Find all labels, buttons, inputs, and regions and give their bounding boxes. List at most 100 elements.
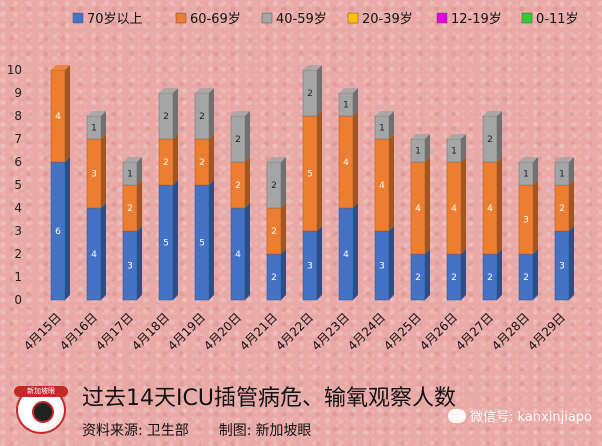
bar-segment-side (533, 180, 538, 254)
bar-segment-side (245, 203, 250, 300)
bar-segment-side (101, 203, 106, 300)
bar-stack: 3 2 1 (554, 157, 574, 301)
bar-top-face (51, 65, 70, 70)
legend-swatch (175, 12, 187, 24)
x-tick-label: 4月24日 (345, 310, 388, 353)
data-label: 3 (379, 262, 385, 272)
data-label: 2 (235, 135, 241, 145)
data-label: 5 (199, 239, 205, 249)
bar-segment-side (353, 111, 358, 208)
bar-stack: 4 3 1 (86, 111, 106, 301)
logo-eye-icon (32, 401, 54, 423)
legend-label: 12-19岁 (451, 12, 502, 27)
bar-top-face (375, 111, 394, 116)
bar-segment-side (353, 88, 358, 116)
watermark-text: 微信号: kanxinjiapo (470, 410, 592, 425)
bar-segment-side (137, 180, 142, 231)
data-label: 5 (163, 239, 169, 249)
bar-segment-side (461, 249, 466, 300)
bar-segment-side (65, 65, 70, 162)
data-label: 2 (451, 273, 457, 283)
x-tick-label: 4月19日 (165, 310, 208, 353)
data-label: 3 (127, 262, 133, 272)
bar-segment-side (173, 88, 178, 139)
bar-segment-side (533, 157, 538, 185)
legend-label: 60-69岁 (190, 12, 241, 27)
x-tick-label: 4月15日 (21, 310, 64, 353)
bar-segment-side (101, 111, 106, 139)
bar-top-face (519, 157, 538, 162)
bar-segment-side (569, 157, 574, 185)
data-label: 1 (415, 147, 421, 157)
bar-segment-side (497, 249, 502, 300)
data-label: 1 (559, 170, 565, 180)
bar-segment-side (389, 111, 394, 139)
bar-segment-side (425, 134, 430, 162)
bar-segment-side (425, 157, 430, 254)
bar-area: 6443132152252242222235244134124124124223… (50, 65, 574, 301)
legend-label: 20-39岁 (362, 12, 413, 27)
bar-segment-side (497, 157, 502, 254)
data-label: 2 (199, 112, 205, 122)
bar-segment-side (245, 111, 250, 162)
data-label: 2 (271, 273, 277, 283)
source-value: 卫生部 (146, 423, 189, 439)
bar-segment-side (137, 157, 142, 185)
y-tick-label: 10 (7, 63, 22, 77)
footer: 新加坡眼 过去14天ICU插管病危、输氧观察人数 资料来源: 卫生部 制图: 新加坡眼… (0, 378, 602, 446)
data-label: 4 (235, 250, 241, 260)
bar-stack: 2 2 2 (266, 157, 286, 301)
data-label: 4 (343, 158, 349, 168)
data-label: 3 (523, 216, 529, 226)
data-label: 2 (127, 204, 133, 214)
bar-stack: 2 4 2 (482, 111, 502, 301)
x-tick-label: 4月25日 (381, 310, 424, 353)
bar-stack: 64 (50, 65, 70, 301)
legend-swatch (436, 12, 448, 24)
data-label: 2 (559, 204, 565, 214)
made-label: 制图: (218, 423, 252, 439)
legend-label: 40-59岁 (276, 12, 327, 27)
x-tick-label: 4月28日 (489, 310, 532, 353)
watermark: 微信号: kanxinjiapo (448, 406, 592, 425)
data-label: 3 (559, 262, 565, 272)
bar-top-face (411, 134, 430, 139)
data-label: 3 (91, 170, 97, 180)
data-label: 1 (451, 147, 457, 157)
y-tick-label: 1 (14, 270, 22, 284)
data-label: 3 (307, 262, 313, 272)
x-tick-label: 4月20日 (201, 310, 244, 353)
x-tick-label: 4月21日 (237, 310, 280, 353)
data-label: 4 (487, 204, 493, 214)
bar-segment-side (533, 249, 538, 300)
logo: 新加坡眼 (14, 386, 68, 434)
logo-band: 新加坡眼 (14, 386, 68, 397)
source-line: 资料来源: 卫生部 制图: 新加坡眼 (82, 420, 315, 440)
bar-segment-side (137, 226, 142, 300)
bar-top-face (555, 157, 574, 162)
bar-top-face (447, 134, 466, 139)
legend-swatch (261, 12, 273, 24)
bar-segment-side (425, 249, 430, 300)
x-tick-label: 4月29日 (525, 310, 568, 353)
chart-title: 过去14天ICU插管病危、输氧观察人数 (82, 386, 456, 411)
data-label: 2 (523, 273, 529, 283)
data-label: 2 (487, 135, 493, 145)
y-axis: 0 1 2 3 4 5 6 7 8 9 10 (7, 63, 22, 307)
bar-segment-side (245, 157, 250, 208)
data-label: 2 (415, 273, 421, 283)
x-tick-label: 4月26日 (417, 310, 460, 353)
data-label: 4 (91, 250, 97, 260)
bar-stack: 2 4 1 (410, 134, 430, 301)
bar-top-face (195, 88, 214, 93)
data-label: 1 (343, 101, 349, 111)
data-label: 2 (271, 181, 277, 191)
data-label: 1 (91, 124, 97, 134)
data-label: 6 (55, 227, 61, 237)
bar-segment-side (389, 134, 394, 231)
bar-segment-side (173, 180, 178, 300)
stacked-bar-chart: 70岁以上 60-69岁 40-59岁 20-39岁 12-19岁 0-11岁 01234… (7, 12, 579, 353)
bar-segment-side (317, 226, 322, 300)
data-label: 4 (451, 204, 457, 214)
made-value: 新加坡眼 (255, 423, 312, 439)
